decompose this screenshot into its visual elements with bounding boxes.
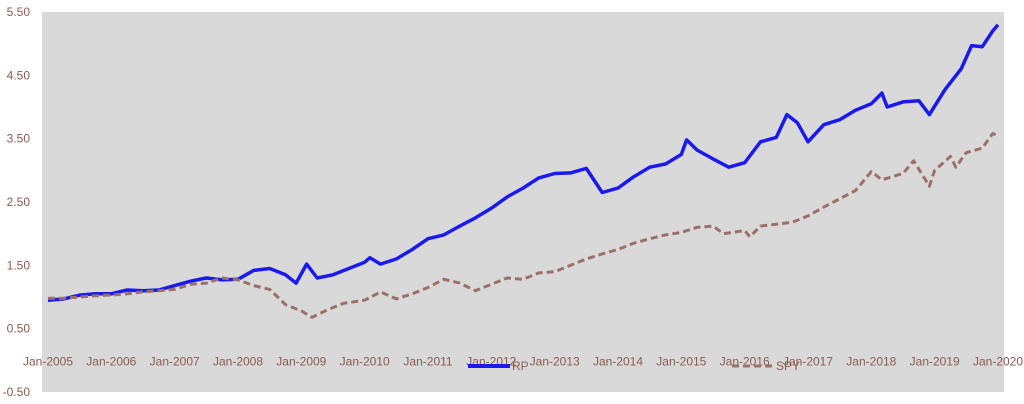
x-tick-label: Jan-2006 <box>86 354 136 368</box>
series-layer <box>47 23 1000 319</box>
x-tick-label: Jan-2010 <box>340 354 390 368</box>
y-axis: 5.50 4.50 3.50 2.50 1.50 0.50 -0.50 <box>3 5 31 399</box>
x-tick-label: Jan-2018 <box>846 354 896 368</box>
y-tick-label: 1.50 <box>7 258 31 272</box>
y-tick-label: 4.50 <box>7 68 31 82</box>
legend: RP SPY <box>468 359 800 373</box>
legend-label-spy: SPY <box>776 359 800 373</box>
legend-label-rp: RP <box>512 359 529 373</box>
x-tick-label: Jan-2015 <box>656 354 706 368</box>
x-tick-label: Jan-2008 <box>213 354 263 368</box>
x-axis: Jan-2005 Jan-2006 Jan-2007 Jan-2008 Jan-2009… <box>23 354 1023 368</box>
y-tick-label: 2.50 <box>7 195 31 209</box>
y-tick-label: 3.50 <box>7 132 31 146</box>
plot-area <box>42 12 1004 392</box>
x-tick-label: Jan-2014 <box>593 354 643 368</box>
x-tick-label: Jan-2005 <box>23 354 73 368</box>
x-tick-label: Jan-2007 <box>150 354 200 368</box>
x-tick-label: Jan-2013 <box>530 354 580 368</box>
x-tick-label: Jan-2019 <box>910 354 960 368</box>
y-tick-label: 0.50 <box>7 322 31 336</box>
x-tick-label: Jan-2009 <box>276 354 326 368</box>
y-tick-label: 5.50 <box>7 5 31 19</box>
x-tick-label: Jan-2017 <box>783 354 833 368</box>
series-line-spy <box>48 132 999 319</box>
x-tick-label: Jan-2011 <box>403 354 452 368</box>
y-tick-label: -0.50 <box>3 385 31 399</box>
x-tick-label: Jan-2020 <box>973 354 1023 368</box>
